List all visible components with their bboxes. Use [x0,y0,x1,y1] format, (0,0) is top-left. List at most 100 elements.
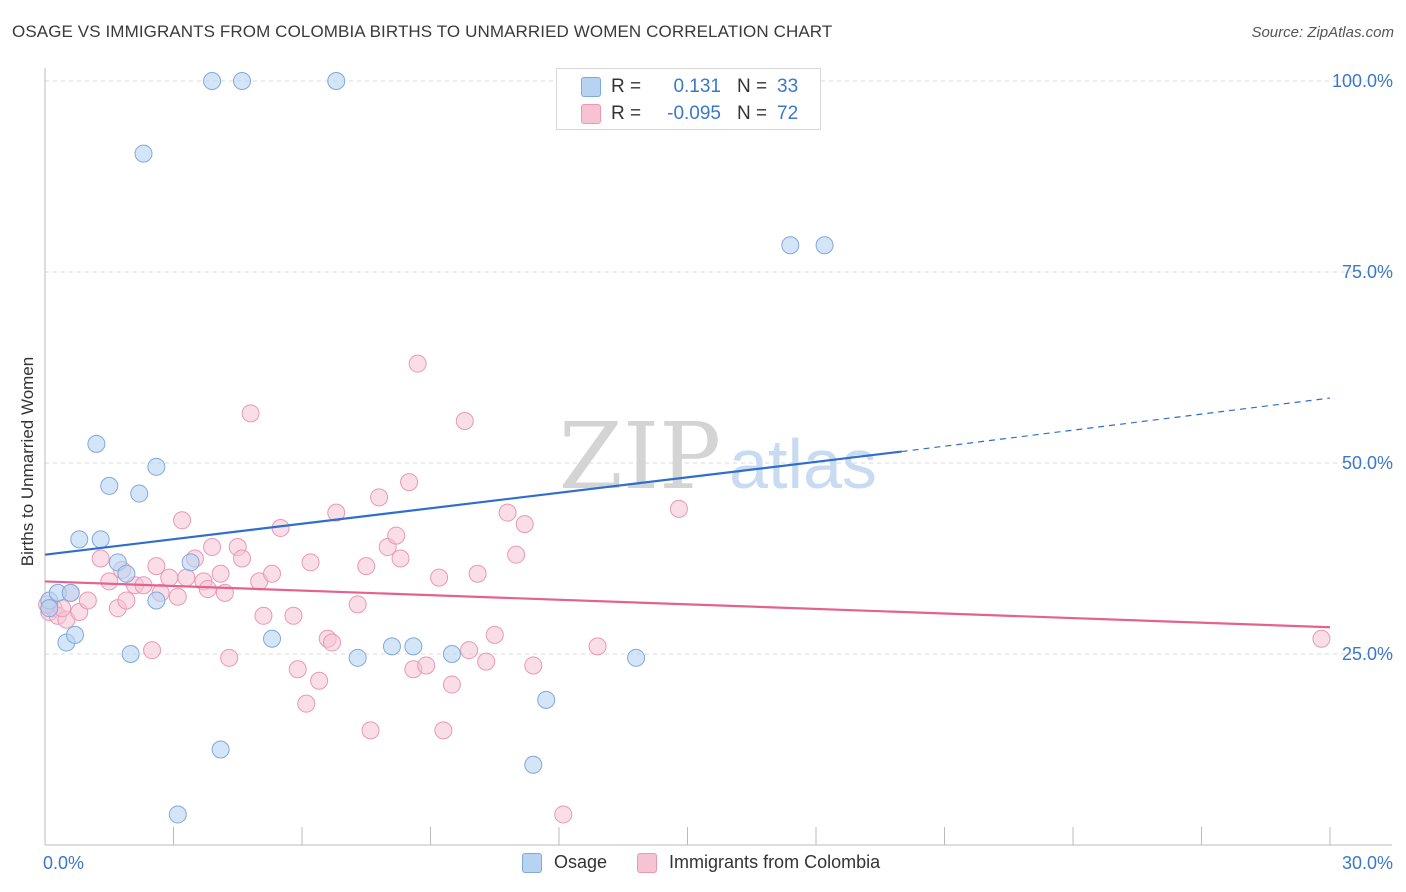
colombia-point [241,404,260,423]
osage-trend-extension [901,397,1331,453]
colombia-point [301,553,320,572]
osage-point [65,625,84,644]
colombia-point [297,694,316,713]
colombia-r-label: R = [611,103,642,124]
osage-points [40,72,834,824]
colombia-point [460,641,479,660]
osage-legend-label: Osage [554,852,608,872]
colombia-point [177,568,196,587]
colombia-point [288,660,307,679]
osage-point [211,740,230,759]
osage-r-label: R = [611,76,642,97]
osage-point [404,637,423,656]
watermark-zip: ZIP [559,403,721,510]
colombia-point [387,526,406,545]
axes [44,68,1392,846]
osage-point [130,484,149,503]
osage-swatch [581,77,601,97]
colombia-point [254,606,273,625]
colombia-point [669,499,688,518]
colombia-point [211,564,230,583]
legend-item-colombia[interactable]: Immigrants from Colombia [637,852,880,873]
osage-point [121,645,140,663]
osage-point [382,637,401,656]
colombia-point [160,568,179,587]
osage-point [233,72,252,90]
osage-point [815,236,834,255]
colombia-point [524,656,543,675]
colombia-point [348,595,367,614]
colombia-point [417,656,436,675]
legend-row-colombia: R = -0.095 N = 72 [581,102,798,126]
colombia-point [91,549,110,568]
colombia-point [485,625,504,644]
osage-point [147,591,166,610]
colombia-point [361,721,380,740]
colombia-swatch [581,104,601,124]
axis-labels: 25.0% 50.0% 75.0% 100.0% 0.0% 30.0% Births to … [18,71,1393,873]
osage-point [537,690,556,709]
colombia-point [357,557,376,576]
colombia-point [117,591,136,610]
colombia-point [168,587,187,606]
y-tick-label: 75.0% [1342,262,1393,282]
colombia-point [515,515,534,534]
osage-legend-swatch [522,852,542,873]
colombia-point [468,564,487,583]
colombia-legend-swatch [637,852,658,873]
colombia-point [588,637,607,656]
osage-point [327,72,346,90]
osage-point [348,648,367,667]
gridlines [45,80,1392,655]
stats-legend: R = 0.131 N = 33 R = -0.095 N = 72 [556,68,821,130]
osage-point [61,583,80,602]
colombia-point [322,633,341,652]
colombia-point [78,591,97,610]
colombia-n-label: N = [737,103,768,124]
source-label: Source: ZipAtlas.com [1251,24,1394,41]
colombia-point [498,503,517,522]
y-tick-label: 50.0% [1342,453,1393,473]
colombia-point [198,580,217,599]
colombia-point [173,511,192,530]
colombia-point [203,538,222,557]
osage-point [70,530,89,549]
osage-point [117,564,136,583]
osage-point [134,144,153,163]
chart-title: OSAGE VS IMMIGRANTS FROM COLOMBIA BIRTHS… [12,22,833,41]
y-tick-label: 25.0% [1342,644,1393,664]
colombia-point [430,568,449,587]
colombia-point [400,473,419,492]
osage-point [91,530,110,549]
colombia-n-value: 72 [777,103,799,124]
colombia-point [434,721,453,740]
osage-n-value: 33 [777,76,799,97]
colombia-point [233,549,252,568]
colombia-point [507,545,526,564]
osage-point [203,72,222,90]
colombia-point [477,652,496,671]
colombia-point [143,641,162,660]
osage-point [781,236,800,255]
watermark: ZIP atlas [559,403,877,510]
colombia-point [327,503,346,522]
osage-point [524,755,543,774]
colombia-point [408,354,427,373]
colombia-point [1312,629,1331,648]
y-tick-label: 100.0% [1332,71,1393,91]
colombia-point [284,606,303,625]
osage-point [100,476,119,495]
series-legend: Osage Immigrants from Colombia [522,852,910,873]
x-tick-label: 30.0% [1342,853,1393,873]
y-axis-title: Births to Unmarried Women [18,357,37,566]
osage-point [87,434,106,453]
legend-row-osage: R = 0.131 N = 33 [581,75,798,99]
colombia-point [554,805,573,824]
colombia-point [391,549,410,568]
osage-point [168,805,187,824]
osage-point [442,645,461,663]
legend-item-osage[interactable]: Osage [522,852,607,873]
trend-lines [44,397,1331,629]
osage-r-value: 0.131 [673,76,721,97]
